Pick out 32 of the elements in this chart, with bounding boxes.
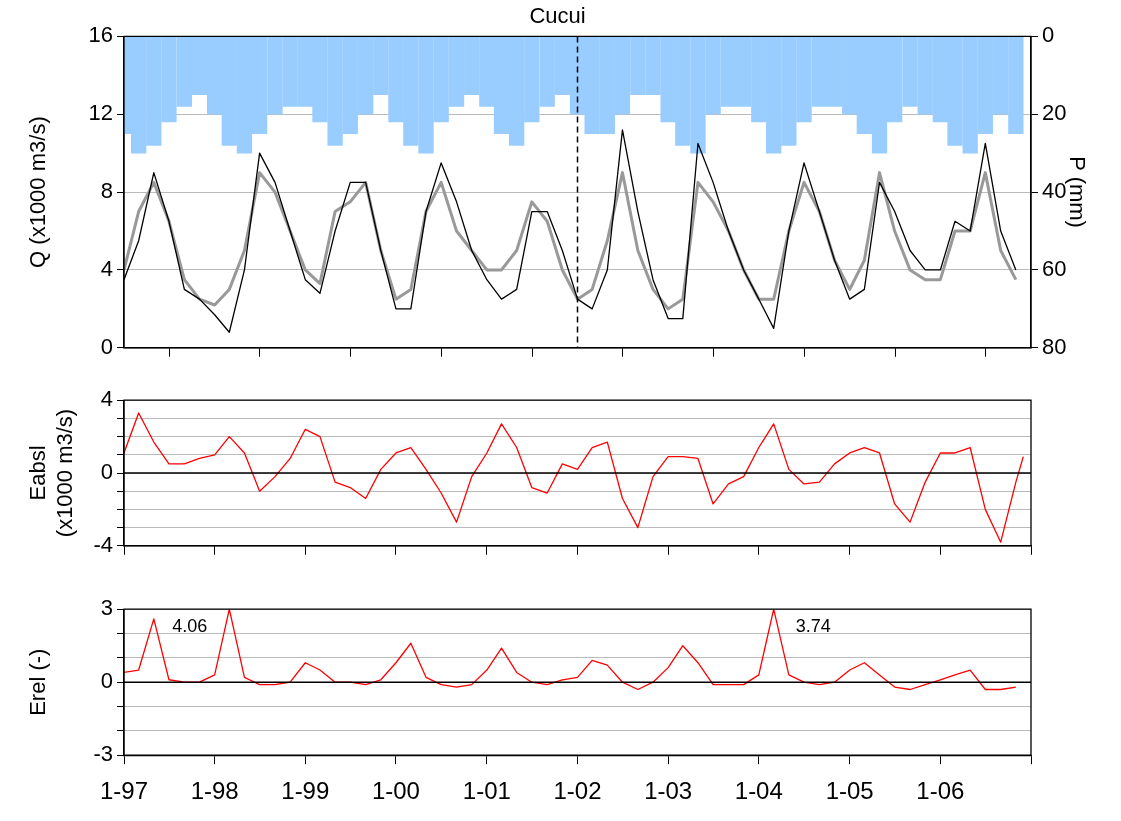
y-tick-label: -4: [93, 531, 113, 557]
x-tick-label: 1-99: [281, 777, 330, 805]
y-tick-label: 8: [100, 178, 113, 204]
x-tick-label: 1-04: [734, 777, 783, 805]
x-tick-label: 1-05: [825, 777, 874, 805]
chart-title: Cucui: [529, 3, 586, 29]
x-tick-label: 1-03: [644, 777, 693, 805]
y-axis-title: Eabsl (x1000 m3/s): [25, 408, 77, 538]
y-tick-label: -3: [93, 741, 113, 767]
y-tick-label: 4: [100, 386, 113, 412]
x-tick-label: 1-02: [553, 777, 602, 805]
annotation: 3.74: [795, 616, 831, 637]
x-tick-label: 1-00: [371, 777, 420, 805]
y2-axis-title: P (mm): [1064, 156, 1090, 228]
y-tick-label: 0: [100, 668, 113, 694]
x-tick-label: 1-01: [462, 777, 511, 805]
y-tick-label: 4: [100, 256, 113, 282]
y2-tick-label: 20: [1042, 100, 1067, 126]
y-tick-label: 0: [100, 459, 113, 485]
y2-tick-label: 80: [1042, 333, 1067, 359]
y-tick-label: 3: [100, 595, 113, 621]
x-tick-label: 1-97: [99, 777, 149, 805]
x-tick-label: 1-06: [916, 777, 965, 805]
x-tick-label: 1-98: [190, 777, 239, 805]
y2-tick-label: 60: [1042, 256, 1067, 282]
y-tick-label: 0: [100, 333, 113, 359]
y-axis-title: Erel (-): [25, 648, 51, 716]
y-tick-label: 16: [88, 22, 113, 48]
y2-tick-label: 0: [1042, 22, 1055, 48]
y-tick-label: 12: [88, 100, 113, 126]
y-axis-title: Q (x1000 m3/s): [25, 116, 51, 268]
annotation: 4.06: [172, 616, 208, 637]
